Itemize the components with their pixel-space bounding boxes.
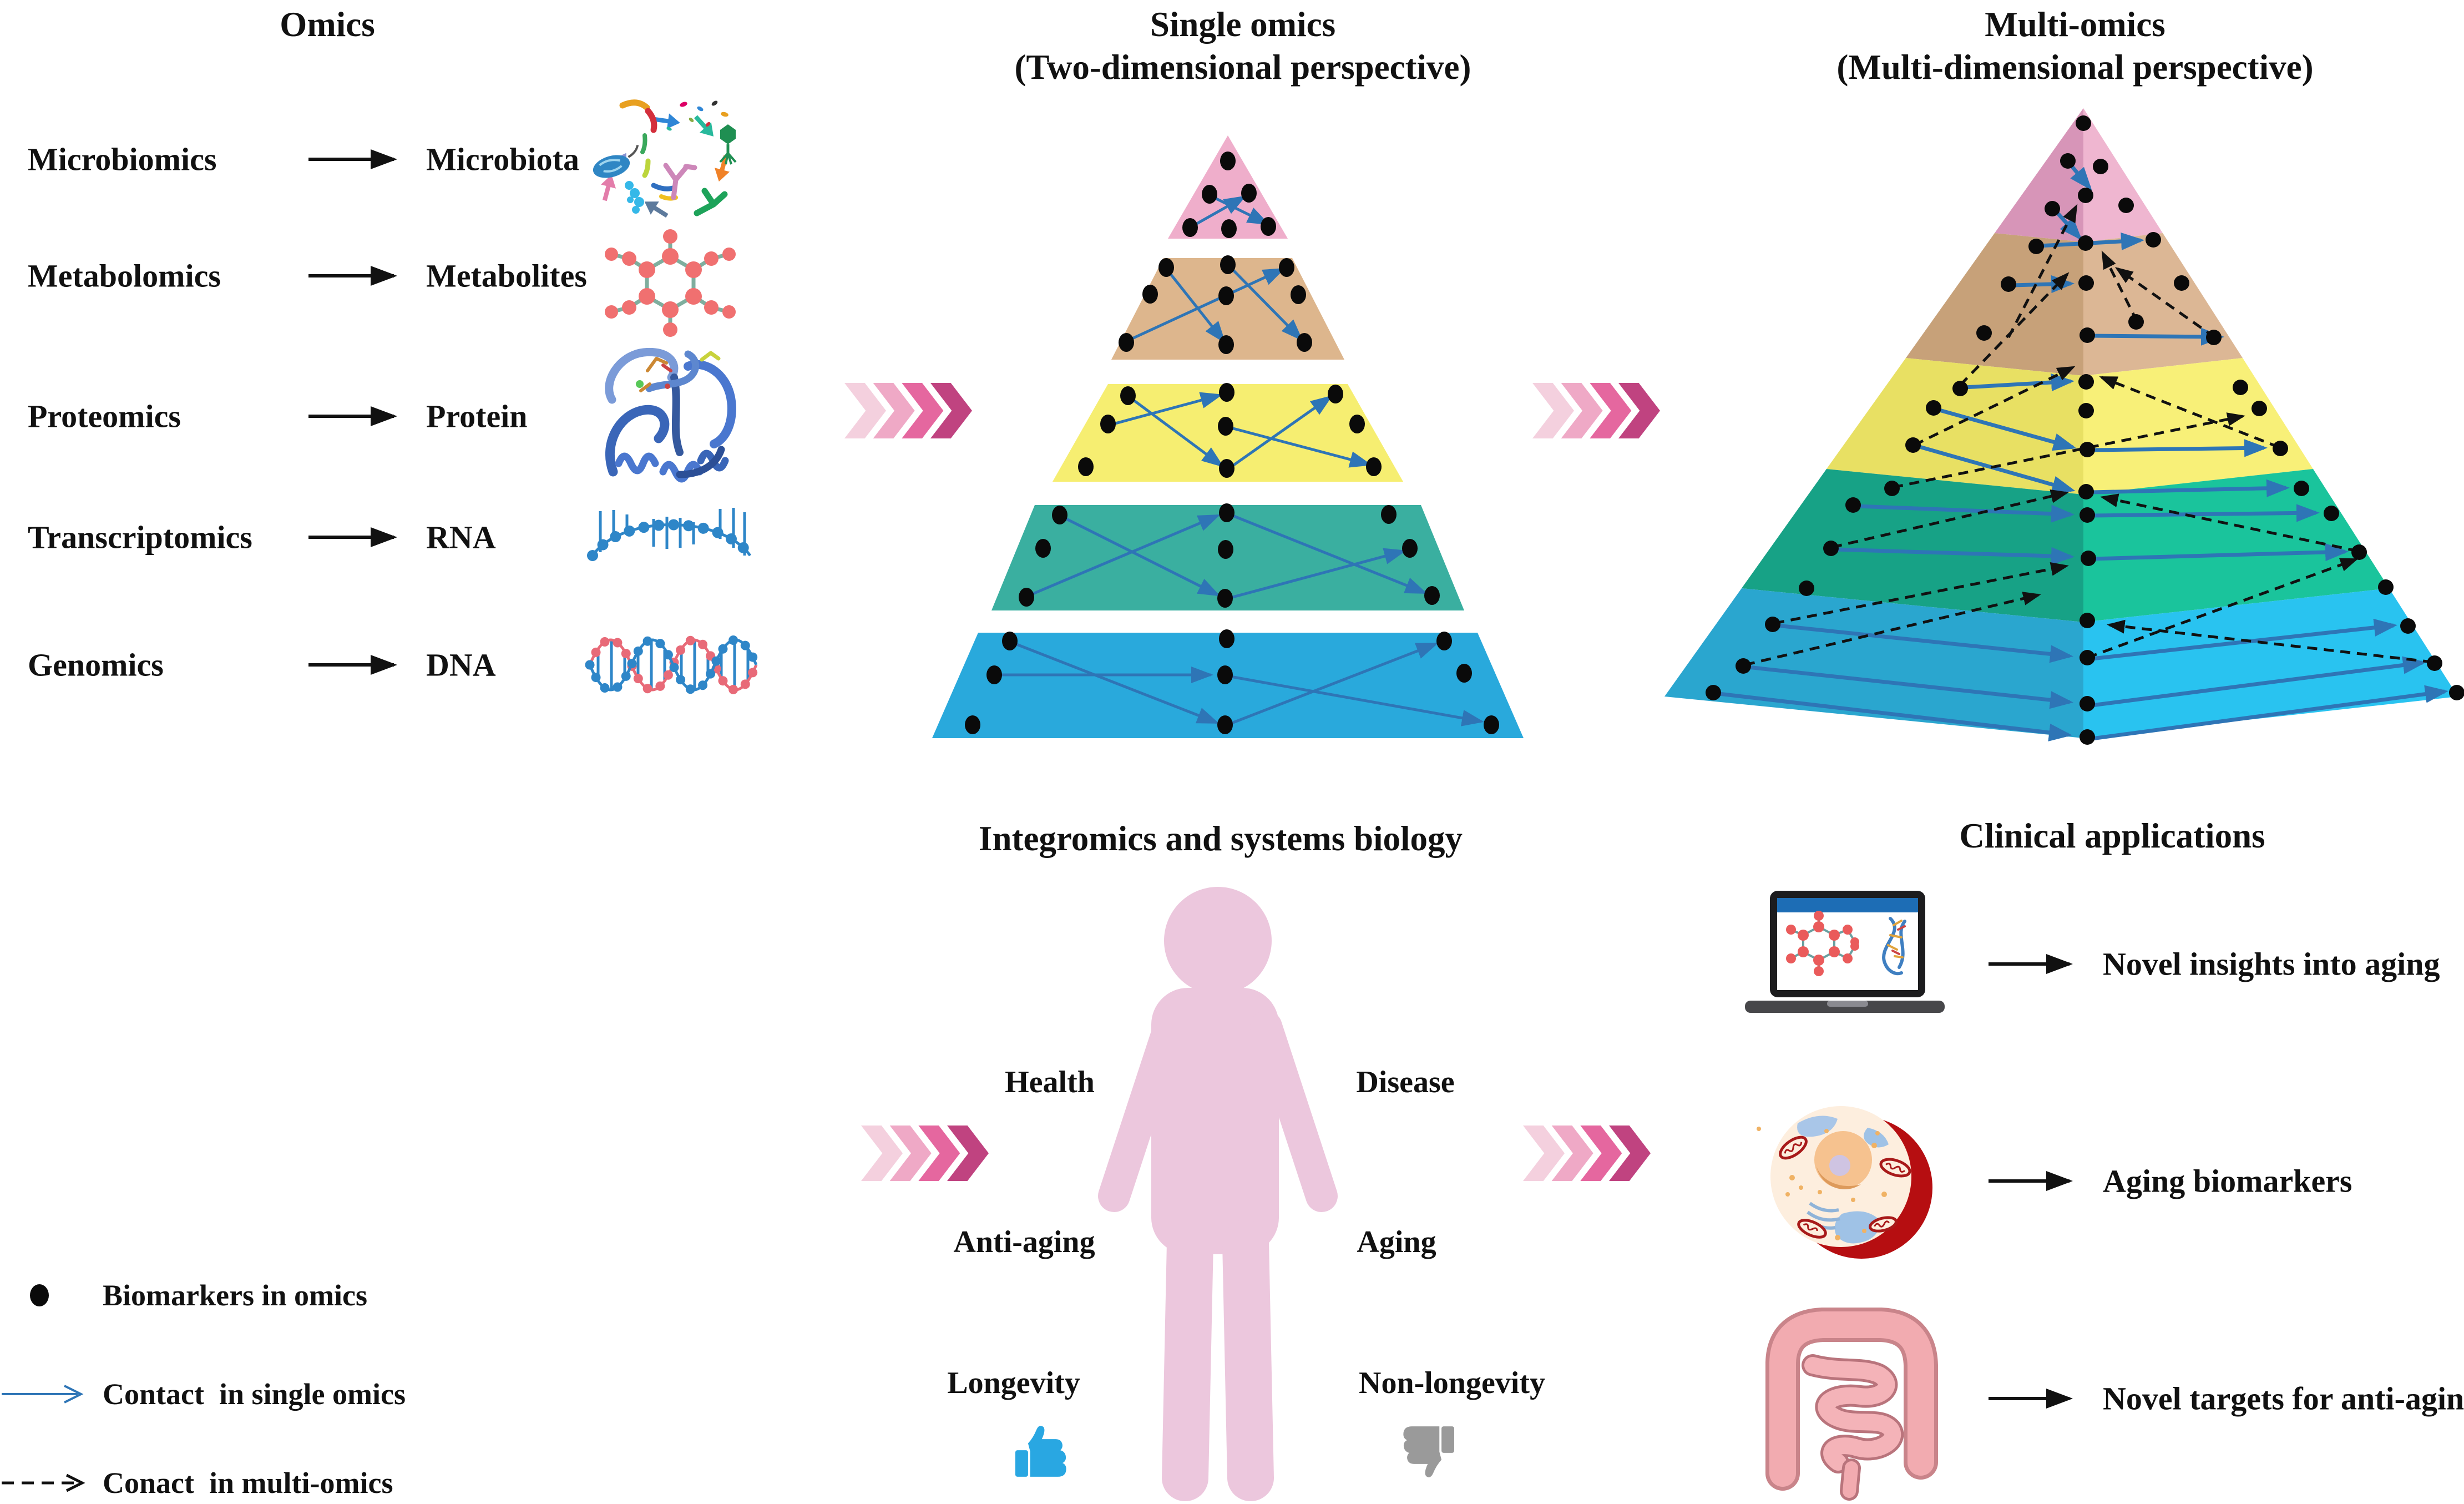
legend-biomarkers-label: Biomarkers in omics (103, 1279, 367, 1312)
phage-icon (719, 124, 737, 165)
arrow-right-icon (308, 527, 397, 547)
human-figure (1098, 887, 1338, 1501)
arrow-right-icon (308, 149, 397, 169)
single-omics-layer-genomics (932, 633, 1524, 738)
legend-dot-icon (30, 1284, 49, 1306)
multi-omics-layers (1664, 108, 2458, 738)
omics-target-metabolites: Metabolites (426, 258, 587, 294)
intestine-icon (1765, 1308, 1938, 1501)
label-longevity: Longevity (947, 1366, 1080, 1400)
arrow-right-icon (308, 406, 397, 426)
integromics-title: Integromics and systems biology (978, 819, 1463, 858)
metabolites-icon (605, 229, 736, 337)
label-anti-aging: Anti-aging (953, 1225, 1095, 1259)
label-aging: Aging (1357, 1225, 1436, 1259)
laptop-icon (1745, 891, 1945, 1013)
rna-icon (587, 508, 756, 561)
multi-omics-biomarker-dots (1706, 115, 2464, 745)
multi-omics-subtitle: (Multi-dimensional perspective) (1836, 48, 2314, 87)
thumbs-down-icon (1403, 1426, 1454, 1477)
single-omics-title: Single omics (1150, 5, 1336, 44)
cell-icon (1757, 1106, 1932, 1259)
single-omics-biomarker-dots (965, 152, 1499, 734)
label-non-longevity: Non-longevity (1359, 1366, 1545, 1400)
single-omics-contacts (995, 195, 1484, 726)
clinical-label-novel-targets: Novel targets for anti-aging (2103, 1380, 2464, 1417)
omics-label-microbiomics: Microbiomics (28, 141, 217, 178)
clinical-label-aging-biomarkers: Aging biomarkers (2103, 1163, 2352, 1199)
omics-label-genomics: Genomics (28, 647, 164, 683)
thumbs-up-icon (1015, 1426, 1066, 1477)
omics-label-metabolomics: Metabolomics (28, 258, 221, 294)
omics-label-proteomics: Proteomics (28, 398, 181, 435)
flow-chevrons-icon (1532, 383, 1660, 438)
omics-target-protein: Protein (426, 398, 528, 435)
omics-target-rna: RNA (426, 519, 496, 556)
clinical-title: Clinical applications (1959, 816, 2265, 855)
label-disease: Disease (1356, 1065, 1455, 1099)
flow-chevrons-icon (861, 1126, 989, 1181)
single-omics-subtitle: (Two-dimensional perspective) (1014, 48, 1471, 87)
arrow-right-icon (308, 266, 397, 286)
multi-omics-single-contacts (1718, 163, 2448, 741)
flow-chevrons-icon (844, 383, 972, 438)
omics-target-microbiota: Microbiota (426, 141, 579, 178)
flow-chevrons-icon (1523, 1126, 1651, 1181)
label-health: Health (1005, 1065, 1095, 1099)
legend-multi-omics-arrow-icon (2, 1473, 85, 1492)
multi-omics-multi-contacts (1744, 204, 2433, 667)
arrow-right-icon (1989, 1389, 2073, 1409)
legend-single-omics-arrow-icon (2, 1385, 84, 1404)
omics-label-transcriptomics: Transcriptomics (28, 519, 252, 556)
arrow-right-icon (1989, 954, 2073, 974)
omics-target-dna: DNA (426, 647, 496, 683)
dna-icon (585, 635, 761, 695)
arrow-right-icon (308, 655, 397, 675)
arrow-right-icon (1989, 1171, 2073, 1191)
single-omics-pyramid (932, 135, 1524, 738)
legend-single-omics-label: Contact in single omics (103, 1377, 406, 1411)
multi-omics-pyramid (1664, 108, 2464, 745)
microbiota-icon (593, 99, 737, 218)
clinical-label-novel-insights: Novel insights into aging (2103, 946, 2440, 982)
omics-panel-title: Omics (280, 5, 375, 44)
legend-multi-omics-label: Conact in multi-omics (103, 1466, 393, 1500)
protein-icon (605, 347, 736, 483)
multi-omics-title: Multi-omics (1985, 5, 2166, 44)
